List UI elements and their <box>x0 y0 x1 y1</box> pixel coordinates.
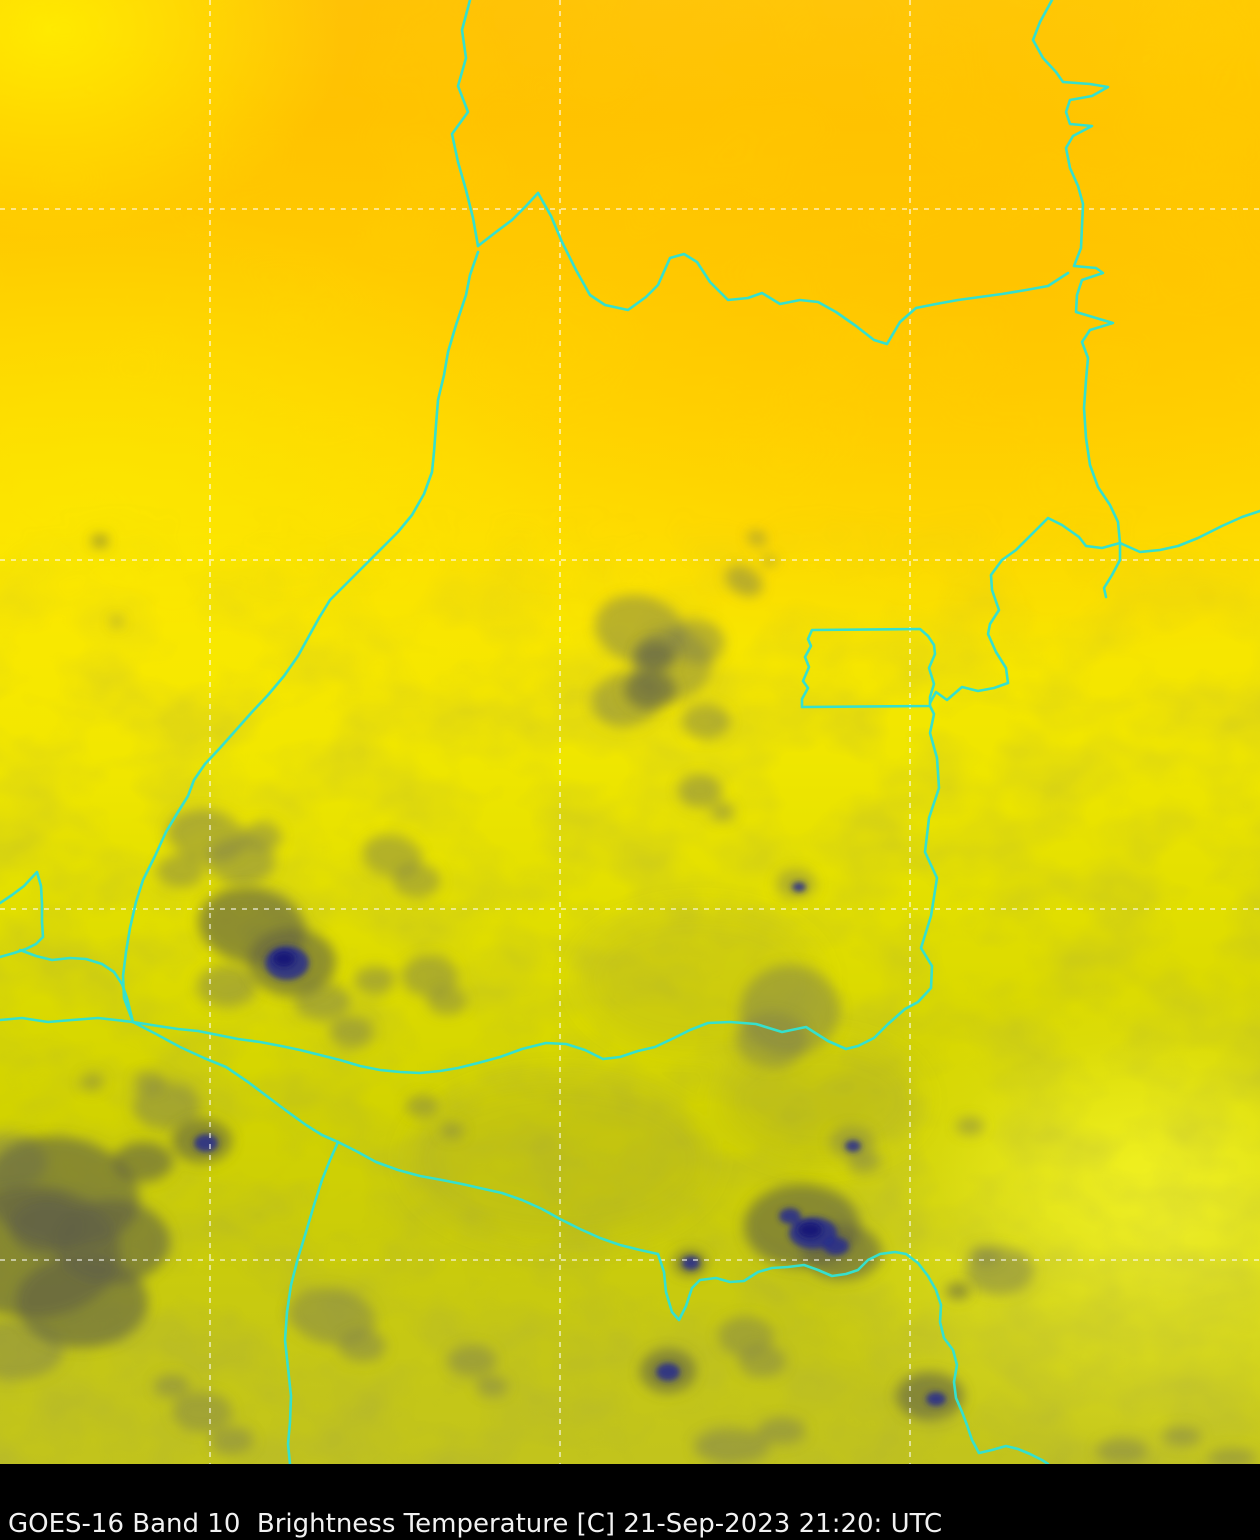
border-border_right_hook <box>1102 541 1122 599</box>
border-border_w_stub <box>0 1016 135 1024</box>
border-river_fork_ne <box>476 191 540 248</box>
border-border_right_ne <box>1118 509 1260 554</box>
cloud-spot <box>1208 1448 1256 1464</box>
cloud-spot <box>845 1140 861 1152</box>
border-lake_loop <box>0 870 45 959</box>
cloud-spot <box>747 530 767 546</box>
cloud-spot <box>355 966 395 994</box>
cloud-spot <box>338 1330 386 1362</box>
cloud-spot <box>848 1151 880 1173</box>
cloud-spot <box>406 1095 438 1117</box>
cloud-spot <box>273 951 295 967</box>
map-features <box>0 0 1260 1464</box>
cloud-spot <box>9 1198 85 1254</box>
cloud-spot <box>624 670 676 710</box>
border-box <box>800 627 937 709</box>
cloud-spot <box>779 1208 801 1224</box>
cloud-spot <box>798 1222 822 1238</box>
cloud-spot <box>956 1117 984 1135</box>
border-border_ew_south <box>131 1007 907 1075</box>
cloud-spot <box>823 1237 849 1255</box>
cloud-spot <box>197 965 257 1007</box>
cloud-spot <box>476 1376 508 1396</box>
cloud-spot <box>16 1256 148 1348</box>
map-overlay <box>0 0 1260 1464</box>
cloud-spot <box>242 822 282 850</box>
cloud-spot <box>678 774 722 808</box>
cloud-spot <box>656 1363 680 1381</box>
cloud-spot <box>194 1134 218 1152</box>
border-lake_branch <box>18 948 135 1024</box>
cloud-spot <box>172 1392 232 1432</box>
cloud-spot <box>669 618 725 664</box>
cloud-spot <box>694 1428 770 1464</box>
border-border_south <box>903 704 941 1011</box>
cloud-spot <box>154 1374 190 1398</box>
caption-text: GOES-16 Band 10 Brightness Temperature [… <box>8 1509 943 1539</box>
cloud-spot <box>133 1082 201 1130</box>
cloud-spot <box>330 1017 374 1047</box>
cloud-spot <box>80 1073 104 1091</box>
cloud-layer-g <box>0 530 1256 1464</box>
border-border_s_branch <box>283 1140 340 1464</box>
cloud-spot <box>440 1123 464 1139</box>
cloud-spot <box>758 1417 806 1445</box>
cloud-spot <box>946 1283 970 1299</box>
cloud-spot <box>711 803 735 821</box>
cloud-layer-N <box>273 951 822 1238</box>
caption-bar: GOES-16 Band 10 Brightness Temperature [… <box>0 1464 1260 1540</box>
border-border_sw_diag <box>131 1020 1050 1464</box>
cloud-spot <box>427 987 467 1015</box>
cloud-spot <box>1162 1426 1202 1446</box>
cloud-spot <box>736 1012 808 1068</box>
cloud-spot <box>134 1071 166 1093</box>
cloud-spot <box>720 1040 920 1160</box>
cloud-spot <box>92 535 108 547</box>
cloud-spot <box>288 1287 376 1345</box>
satellite-map <box>0 0 1260 1464</box>
border-border_right <box>1031 0 1122 545</box>
cloud-spot <box>111 617 123 627</box>
border-border_mid_west <box>928 516 1122 705</box>
cloud-spot <box>792 882 806 892</box>
cloud-spot <box>725 565 763 597</box>
cloud-spot <box>763 556 777 566</box>
cloud-spot <box>926 1392 946 1406</box>
cloud-spot <box>635 641 675 671</box>
graticule <box>0 0 1260 1464</box>
cloud-spot <box>393 864 441 898</box>
cloud-spot <box>682 704 730 740</box>
border-river_main <box>121 250 480 1024</box>
cloud-spot <box>1096 1438 1148 1464</box>
cloud-spot <box>402 955 458 997</box>
cloud-spot <box>448 1345 496 1377</box>
cloud-spot <box>682 1256 700 1270</box>
cloud-spot <box>738 1345 786 1377</box>
texture-mottle-upper <box>0 0 1260 640</box>
border-river_north <box>450 0 480 248</box>
cloud-spot <box>969 1245 1001 1265</box>
cloud-spot <box>210 1427 254 1455</box>
border-border_east_upper <box>536 191 1070 346</box>
borders <box>0 0 1260 1464</box>
cloud-spot <box>157 854 205 888</box>
